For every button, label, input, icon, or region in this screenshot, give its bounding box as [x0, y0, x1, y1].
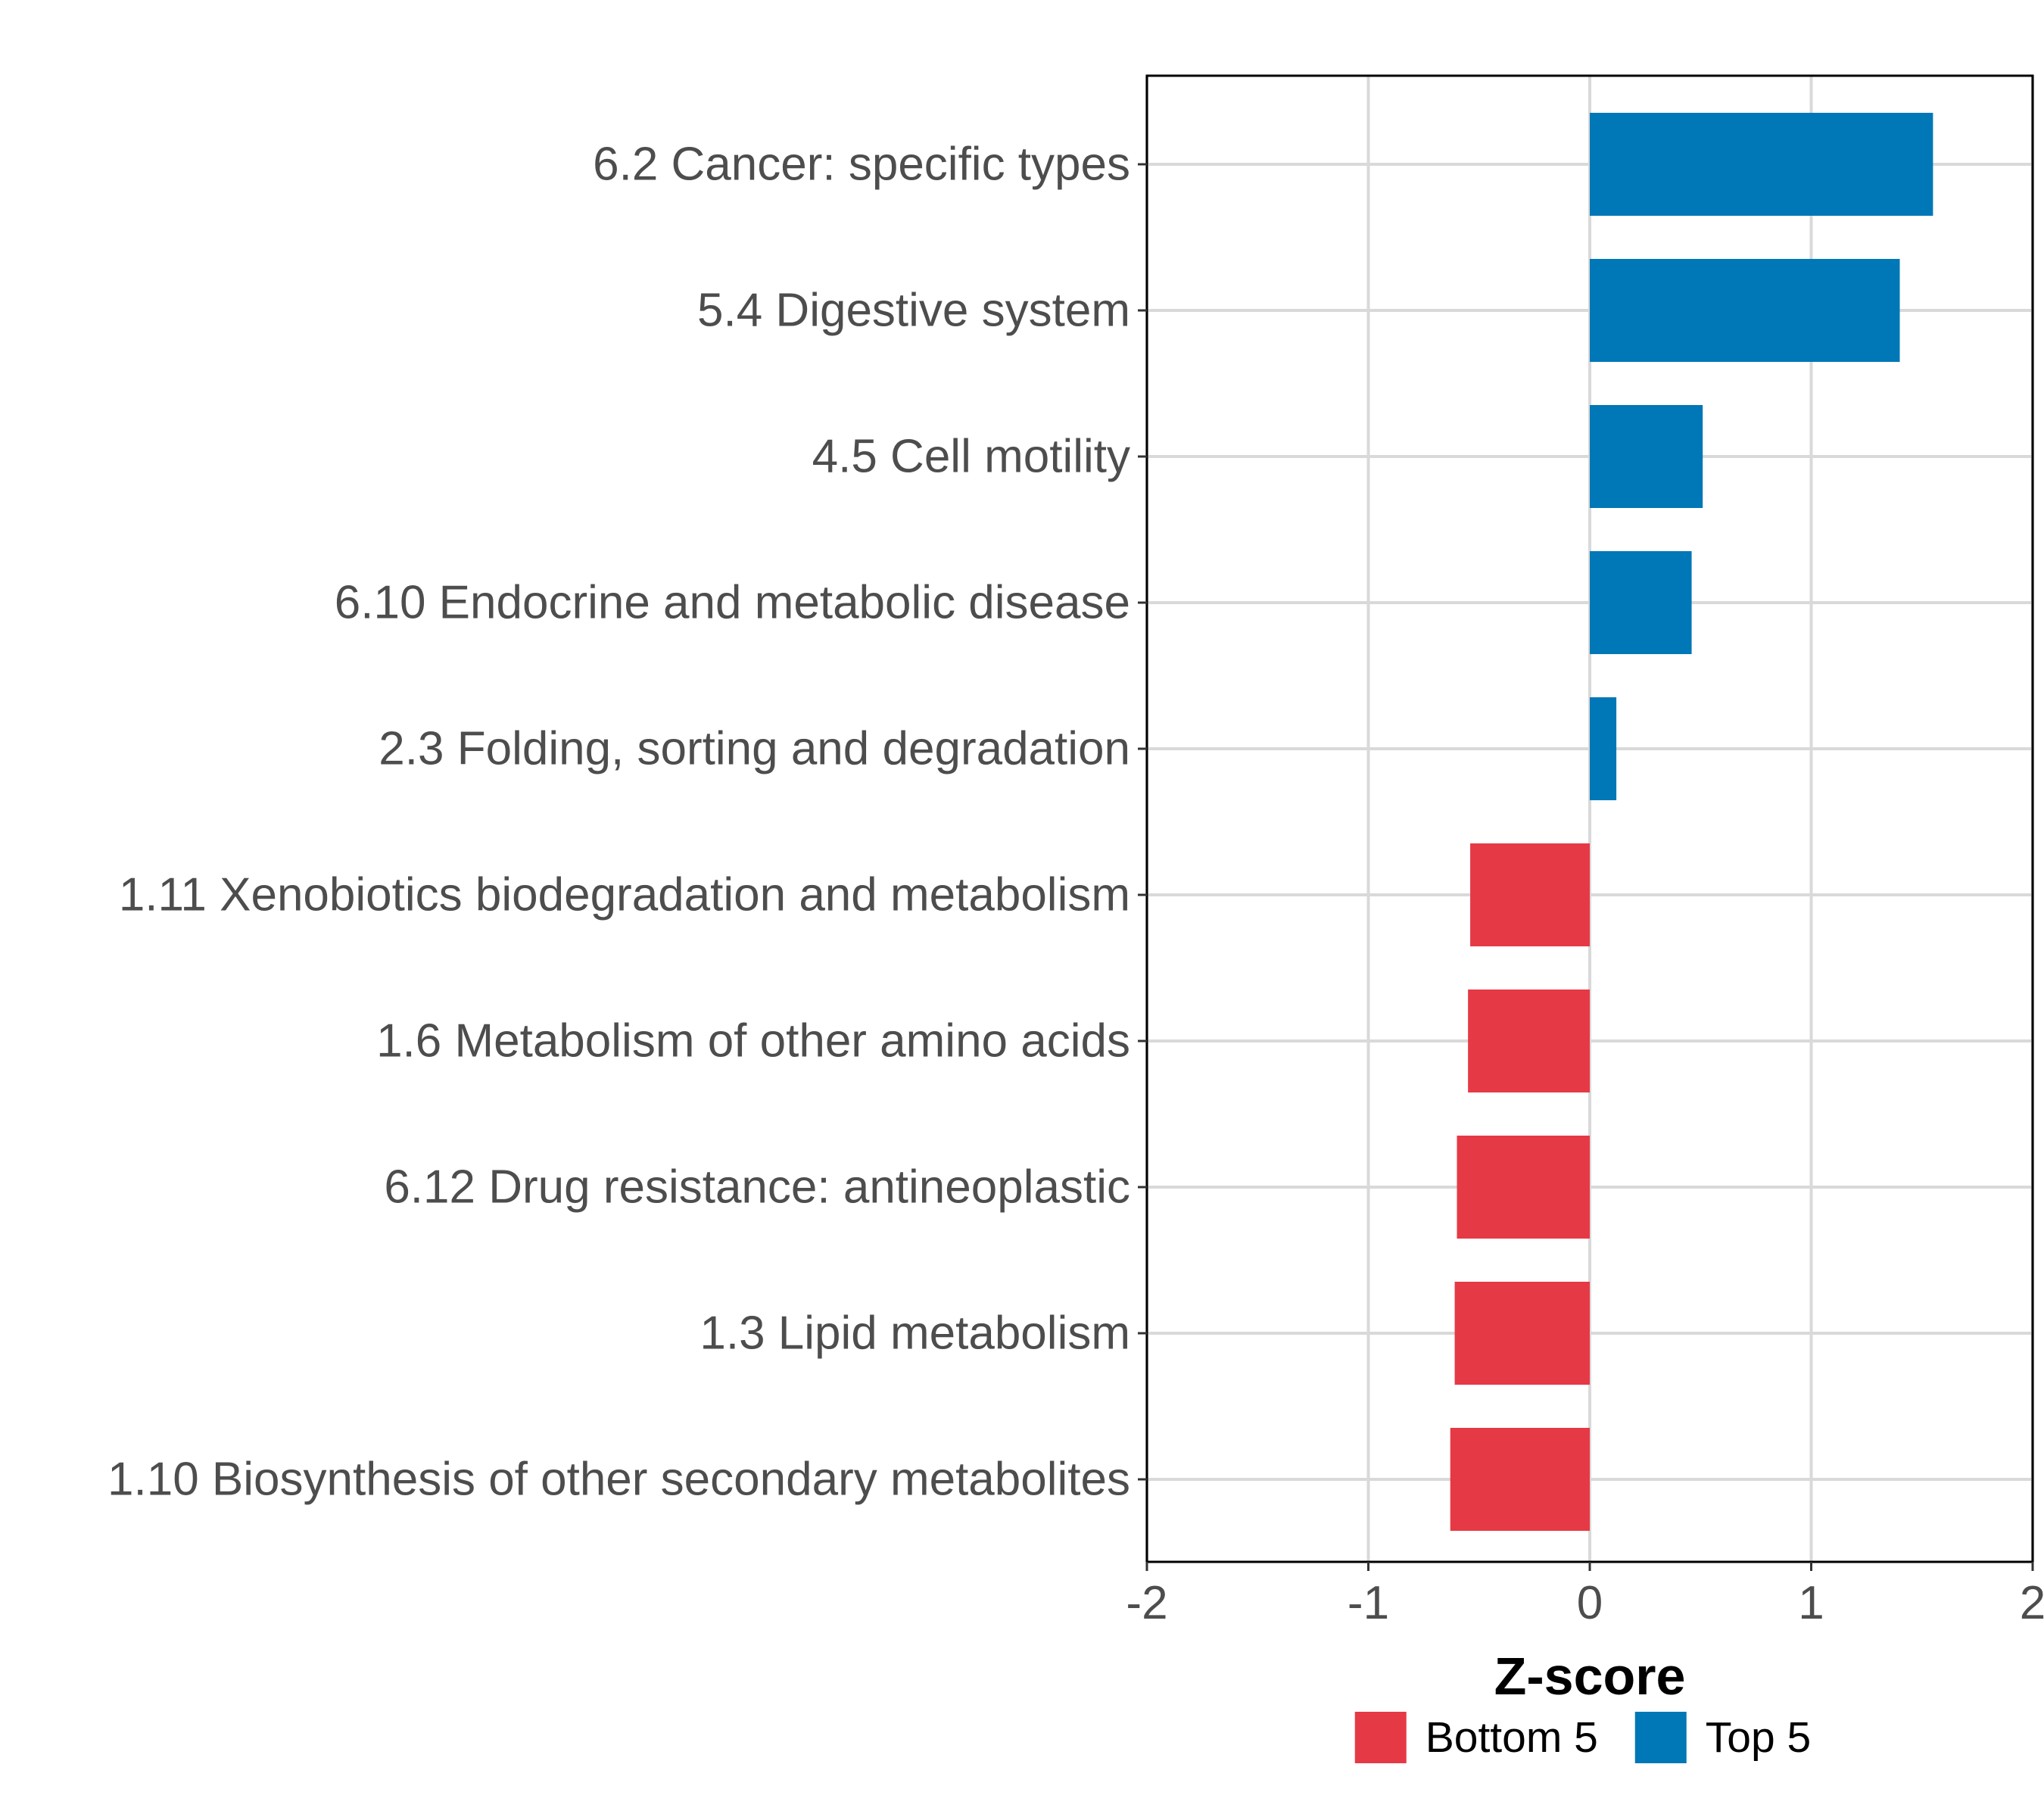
x-tick-label: -2 [1126, 1577, 1167, 1629]
y-tick-label: 1.3 Lipid metabolism [700, 1307, 1130, 1360]
bar [1590, 259, 1900, 362]
y-tick-label: 5.4 Digestive system [697, 285, 1130, 337]
bars [1450, 113, 1933, 1531]
y-tick-label: 6.10 Endocrine and metabolic disease [335, 577, 1130, 629]
bar [1450, 1428, 1590, 1531]
bar [1470, 843, 1590, 946]
bar [1468, 990, 1590, 1092]
x-tick-label: 0 [1577, 1577, 1603, 1629]
bar [1454, 1282, 1590, 1385]
x-axis-title: Z-score [1494, 1647, 1686, 1706]
y-tick-label: 6.2 Cancer: specific types [593, 139, 1130, 191]
x-tick-label: 1 [1798, 1577, 1824, 1629]
y-tick-label: 1.11 Xenobiotics biodegradation and meta… [119, 869, 1130, 921]
legend-label: Bottom 5 [1426, 1713, 1598, 1762]
y-tick-label: 1.6 Metabolism of other amino acids [376, 1015, 1130, 1067]
bar [1590, 697, 1617, 800]
legend: Bottom 5 Top 5 [1354, 1712, 1811, 1763]
y-tick-label: 1.10 Biosynthesis of other secondary met… [107, 1454, 1130, 1506]
bar [1590, 405, 1703, 508]
legend-label: Top 5 [1706, 1713, 1811, 1762]
x-tick-label: 2 [2020, 1577, 2044, 1629]
y-tick-label: 6.12 Drug resistance: antineoplastic [384, 1161, 1130, 1214]
y-tick-label: 2.3 Folding, sorting and degradation [379, 723, 1130, 775]
bar [1590, 113, 1933, 216]
x-tick-label: -1 [1348, 1577, 1389, 1629]
x-axis-ticks: -2 -1 0 1 2 [1126, 1562, 2044, 1629]
y-tick-label: 4.5 Cell motility [812, 431, 1130, 483]
legend-key [1354, 1712, 1407, 1763]
legend-key [1634, 1712, 1687, 1763]
y-axis-ticks: 6.2 Cancer: specific types 5.4 Digestive … [107, 139, 1147, 1506]
bar [1457, 1136, 1590, 1239]
bar [1590, 551, 1692, 654]
